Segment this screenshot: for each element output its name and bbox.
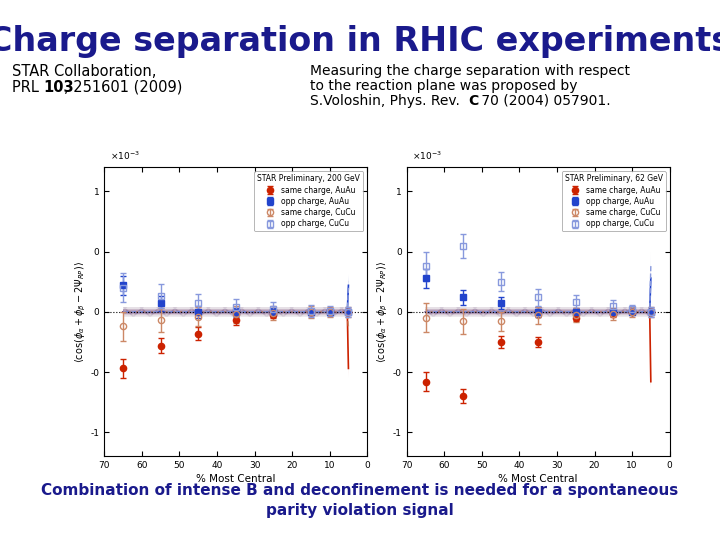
Y-axis label: $\langle\cos(\phi_\alpha+\phi_\beta-2\Psi_{RP})\rangle$: $\langle\cos(\phi_\alpha+\phi_\beta-2\Ps… <box>73 261 88 363</box>
Ellipse shape <box>570 320 654 365</box>
Text: Charge separation in RHIC experiments: Charge separation in RHIC experiments <box>0 25 720 58</box>
Text: Measuring the charge separation with respect: Measuring the charge separation with res… <box>310 64 630 78</box>
Legend: same charge, AuAu, opp charge, AuAu, same charge, CuCu, opp charge, CuCu: same charge, AuAu, opp charge, AuAu, sam… <box>254 171 364 232</box>
Text: Combination of intense B and deconfinement is needed for a spontaneous: Combination of intense B and deconfineme… <box>41 483 679 497</box>
Text: , 251601 (2009): , 251601 (2009) <box>64 80 182 95</box>
X-axis label: % Most Central: % Most Central <box>498 474 578 484</box>
Y-axis label: $\langle\cos(\phi_\alpha+\phi_\beta-2\Psi_{RP})\rangle$: $\langle\cos(\phi_\alpha+\phi_\beta-2\Ps… <box>376 261 390 363</box>
Text: to the reaction plane was proposed by: to the reaction plane was proposed by <box>310 79 577 93</box>
Text: 70 (2004) 057901.: 70 (2004) 057901. <box>477 94 611 108</box>
Text: 200
GeV: 200 GeV <box>276 323 314 361</box>
Legend: same charge, AuAu, opp charge, AuAu, same charge, CuCu, opp charge, CuCu: same charge, AuAu, opp charge, AuAu, sam… <box>562 171 666 232</box>
Text: $\times10^{-3}$: $\times10^{-3}$ <box>412 149 442 161</box>
Ellipse shape <box>248 320 343 365</box>
Text: STAR Collaboration,: STAR Collaboration, <box>12 64 156 79</box>
Text: S.Voloshin, Phys. Rev.: S.Voloshin, Phys. Rev. <box>310 94 464 108</box>
Text: $\times10^{-3}$: $\times10^{-3}$ <box>109 149 140 161</box>
Text: 62
GeV: 62 GeV <box>593 323 631 361</box>
Text: parity violation signal: parity violation signal <box>266 503 454 517</box>
Text: PRL: PRL <box>12 80 48 95</box>
Text: C: C <box>468 94 478 108</box>
Text: 103: 103 <box>43 80 73 95</box>
X-axis label: % Most Central: % Most Central <box>196 474 276 484</box>
